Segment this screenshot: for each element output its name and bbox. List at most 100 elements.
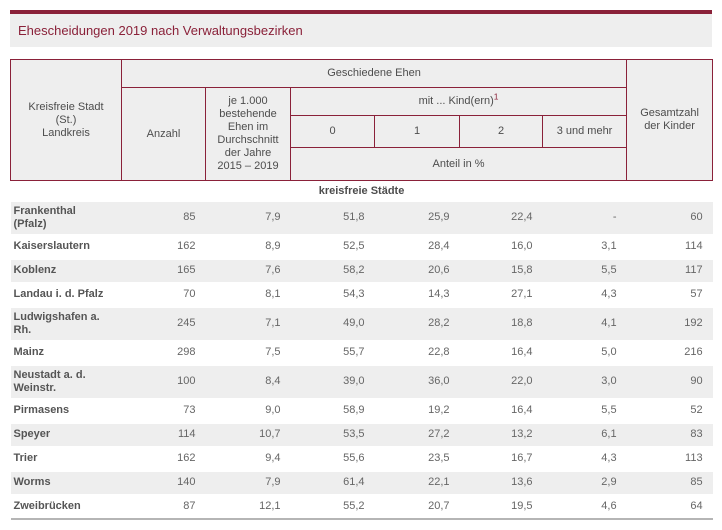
table-row: Pirmasens 73 9,0 58,9 19,2 16,4 5,5 52 [10,399,713,423]
value-cell: 36,0 [428,375,450,387]
value-cell: 22,4 [511,211,533,223]
value-cell: - [612,211,617,223]
header-per-1000-column: je 1.000 bestehende Ehen im Durchschnitt… [205,87,291,181]
value-cell: 25,9 [428,211,450,223]
header-count-column: Anzahl [121,87,206,181]
header-group-with-children: mit ... Kind(ern)1 [289,87,628,116]
value-cell: 64 [690,500,703,512]
city-cell: Koblenz [13,264,57,276]
header-total-children-column: Gesamtzahl der Kinder [626,59,714,181]
value-cell: 7,9 [265,211,281,223]
table-body: kreisfreie Städte Frankenthal (Pfalz) 85 7… [10,180,713,519]
value-cell: 2,9 [601,476,617,488]
table-header: Kreisfreie Stadt (St.) Landkreis Geschie… [10,59,714,181]
value-cell: 87 [183,500,196,512]
value-cell: 5,0 [601,346,617,358]
value-cell: 245 [177,317,196,329]
header-share-percent: Anteil in % [289,147,628,181]
value-cell: 51,8 [343,211,365,223]
value-cell: 85 [183,211,196,223]
value-cell: 9,4 [265,452,281,464]
divorce-statistics-table: Kreisfreie Stadt (St.) Landkreis Geschie… [10,59,714,520]
value-cell: 61,4 [343,476,365,488]
value-cell: 55,7 [343,346,365,358]
value-cell: 7,9 [265,476,281,488]
value-cell: 49,0 [343,317,365,329]
footnote-marker: 1 [493,91,499,102]
value-cell: 3,1 [601,240,617,252]
header-children-0: 0 [290,115,375,148]
value-cell: 83 [690,428,703,440]
value-cell: 16,4 [511,346,533,358]
value-cell: 22,0 [511,375,533,387]
value-cell: 162 [177,452,196,464]
value-cell: 52,5 [343,240,365,252]
value-cell: 13,6 [511,476,533,488]
value-cell: 10,7 [259,428,281,440]
value-cell: 54,3 [343,288,365,300]
table-row: Ludwigshafen a. Rh. 245 7,1 49,0 28,2 18,8 4,1… [10,306,713,341]
value-cell: 5,5 [601,264,617,276]
header-children-2: 2 [459,115,543,148]
value-cell: 15,8 [511,264,533,276]
section-label: kreisfreie Städte [10,180,713,202]
value-cell: 20,6 [428,264,450,276]
value-cell: 73 [183,404,196,416]
table-row: Zweibrücken 87 12,1 55,2 20,7 19,5 4,6 64 [10,495,713,519]
table-row: Frankenthal (Pfalz) 85 7,9 51,8 25,9 22,4 - 60 [10,201,713,235]
value-cell: 192 [684,317,703,329]
value-cell: 14,3 [428,288,450,300]
table-row: Neustadt a. d. Weinstr. 100 8,4 39,0 36,0 22,… [10,364,713,399]
table-row: Landau i. d. Pfalz 70 8,1 54,3 14,3 27,1 4,3 57 [10,283,713,307]
value-cell: 85 [690,476,703,488]
value-cell: 114 [177,428,196,440]
value-cell: 27,2 [428,428,450,440]
city-cell: Frankenthal (Pfalz) [13,204,76,230]
value-cell: 20,7 [428,500,450,512]
city-cell: Neustadt a. d. Weinstr. [13,368,86,394]
value-cell: 7,1 [265,317,281,329]
table-row: Worms 140 7,9 61,4 22,1 13,6 2,9 85 [10,470,713,495]
value-cell: 4,1 [601,317,617,329]
header-group-divorced-marriages: Geschiedene Ehen [120,59,628,88]
value-cell: 19,5 [511,500,533,512]
value-cell: 5,5 [601,404,617,416]
table-row: Trier 162 9,4 55,6 23,5 16,7 4,3 113 [10,447,713,471]
value-cell: 19,2 [428,404,450,416]
header-children-1: 1 [374,115,460,148]
city-cell: Speyer [13,428,51,440]
value-cell: 90 [690,375,703,387]
value-cell: 18,8 [511,317,533,329]
value-cell: 117 [685,264,703,276]
city-cell: Trier [13,452,38,464]
value-cell: 16,7 [511,452,533,464]
value-cell: 12,1 [259,500,281,512]
value-cell: 52 [690,404,703,416]
value-cell: 4,3 [601,452,617,464]
table-row: Mainz 298 7,5 55,7 22,8 16,4 5,0 216 [10,341,713,365]
city-cell: Zweibrücken [13,500,81,512]
value-cell: 8,1 [265,288,281,300]
table-row: Kaiserslautern 162 8,9 52,5 28,4 16,0 3,1 114 [10,235,713,259]
value-cell: 6,1 [601,428,617,440]
value-cell: 28,2 [428,317,450,329]
city-cell: Landau i. d. Pfalz [13,288,104,300]
value-cell: 39,0 [343,375,365,387]
value-cell: 27,1 [511,288,533,300]
value-cell: 165 [177,264,196,276]
value-cell: 60 [690,211,703,223]
value-cell: 55,2 [343,500,365,512]
value-cell: 4,3 [601,288,617,300]
value-cell: 23,5 [428,452,450,464]
top-accent-bar [10,10,712,14]
value-cell: 53,5 [343,428,365,440]
value-cell: 100 [177,375,196,387]
city-cell: Mainz [13,346,45,358]
value-cell: 57 [690,288,703,300]
table-row: Speyer 114 10,7 53,5 27,2 13,2 6,1 83 [10,422,713,447]
value-cell: 13,2 [511,428,533,440]
value-cell: 70 [183,288,196,300]
city-cell: Worms [13,476,51,488]
value-cell: 22,8 [428,346,450,358]
